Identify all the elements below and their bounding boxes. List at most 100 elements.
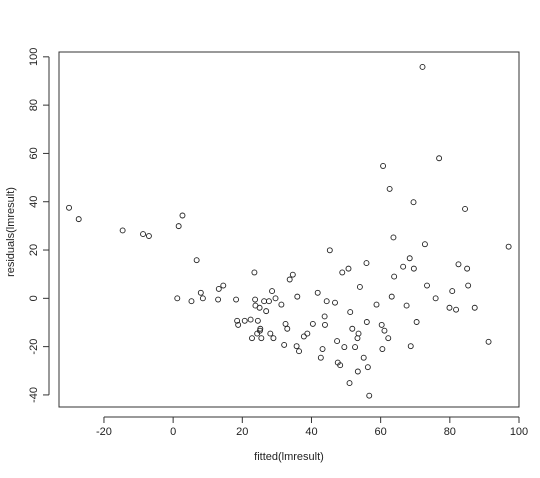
data-point bbox=[119, 227, 126, 234]
data-point bbox=[400, 263, 407, 270]
data-point bbox=[391, 273, 398, 280]
data-point bbox=[215, 296, 222, 303]
x-tick-label: 40 bbox=[305, 426, 317, 438]
data-point bbox=[145, 233, 152, 239]
x-tick-label: -20 bbox=[96, 426, 112, 438]
x-axis-title: fitted(lmresult) bbox=[254, 451, 324, 463]
data-point bbox=[174, 295, 181, 302]
data-point bbox=[436, 155, 443, 162]
data-point bbox=[263, 308, 270, 315]
data-point bbox=[278, 301, 285, 308]
data-point bbox=[366, 392, 373, 399]
data-point bbox=[254, 317, 261, 324]
data-point bbox=[254, 330, 261, 337]
y-tick-label: -40 bbox=[28, 387, 40, 403]
data-point bbox=[247, 316, 254, 323]
data-point bbox=[235, 321, 242, 328]
data-point bbox=[421, 241, 428, 248]
data-point bbox=[410, 265, 417, 272]
data-point bbox=[66, 204, 72, 211]
x-axis: -20 0 20 40 60 80 100 bbox=[96, 416, 528, 438]
data-point bbox=[349, 325, 356, 332]
data-point bbox=[390, 234, 397, 241]
y-tick-label: 100 bbox=[28, 48, 40, 66]
data-point bbox=[257, 325, 264, 332]
data-point bbox=[462, 206, 468, 212]
data-point bbox=[140, 231, 146, 238]
x-tick-label: 20 bbox=[236, 426, 248, 438]
data-point bbox=[339, 269, 346, 276]
data-points bbox=[66, 64, 512, 399]
data-point bbox=[289, 271, 296, 278]
data-point bbox=[220, 282, 227, 289]
data-point bbox=[364, 364, 371, 371]
data-point bbox=[334, 338, 341, 345]
x-tick-label: 80 bbox=[444, 426, 456, 438]
data-point bbox=[179, 212, 186, 219]
data-point bbox=[215, 285, 222, 292]
data-point bbox=[406, 255, 413, 262]
data-point bbox=[282, 320, 289, 327]
data-point bbox=[378, 321, 385, 328]
data-point bbox=[294, 293, 301, 300]
data-point bbox=[446, 304, 453, 311]
data-point bbox=[293, 343, 300, 350]
data-point bbox=[286, 276, 293, 283]
data-point bbox=[322, 321, 328, 328]
data-point bbox=[270, 335, 277, 342]
data-point bbox=[234, 317, 241, 324]
data-point bbox=[261, 298, 268, 305]
data-point bbox=[485, 338, 492, 345]
data-point bbox=[326, 247, 333, 254]
data-point bbox=[354, 368, 361, 375]
data-point bbox=[188, 298, 195, 305]
data-point bbox=[267, 330, 274, 337]
x-tick-label: 60 bbox=[375, 426, 387, 438]
data-point bbox=[388, 293, 395, 300]
data-point bbox=[341, 344, 348, 351]
data-point bbox=[380, 163, 387, 169]
data-point bbox=[323, 298, 330, 305]
data-point bbox=[379, 346, 386, 352]
data-point bbox=[175, 223, 182, 230]
data-point bbox=[347, 309, 354, 316]
data-point bbox=[249, 335, 255, 342]
data-point bbox=[381, 327, 388, 334]
data-point bbox=[449, 288, 456, 295]
y-tick-label: 60 bbox=[28, 147, 40, 159]
y-axis-title: residuals(lmresult) bbox=[5, 187, 17, 277]
data-point bbox=[419, 64, 426, 70]
data-point bbox=[360, 354, 367, 361]
y-tick-label: -20 bbox=[28, 339, 40, 355]
data-point bbox=[314, 289, 321, 296]
data-point bbox=[241, 317, 248, 324]
data-point bbox=[199, 295, 206, 302]
data-point bbox=[281, 341, 288, 348]
data-point bbox=[455, 261, 462, 268]
data-point bbox=[256, 304, 263, 311]
data-point bbox=[345, 265, 352, 272]
data-point bbox=[319, 346, 326, 352]
data-point bbox=[309, 320, 316, 327]
data-point bbox=[363, 260, 370, 267]
data-point bbox=[453, 306, 460, 313]
data-point bbox=[251, 269, 258, 276]
data-point bbox=[272, 295, 279, 302]
data-point bbox=[355, 330, 362, 337]
data-point bbox=[363, 319, 370, 325]
data-point bbox=[284, 325, 291, 332]
y-axis: -40 -20 0 20 40 60 80 100 bbox=[28, 48, 50, 403]
data-point bbox=[373, 301, 380, 308]
data-point bbox=[356, 284, 363, 290]
y-tick-label: 40 bbox=[28, 196, 40, 208]
data-point bbox=[321, 313, 328, 320]
x-tick-label: 100 bbox=[510, 426, 528, 438]
data-point bbox=[346, 380, 353, 387]
data-point bbox=[385, 335, 392, 342]
data-point bbox=[432, 295, 439, 302]
data-point bbox=[407, 343, 414, 350]
data-point bbox=[332, 299, 338, 306]
data-point bbox=[410, 199, 417, 206]
data-point bbox=[465, 282, 472, 289]
data-point bbox=[464, 265, 471, 272]
